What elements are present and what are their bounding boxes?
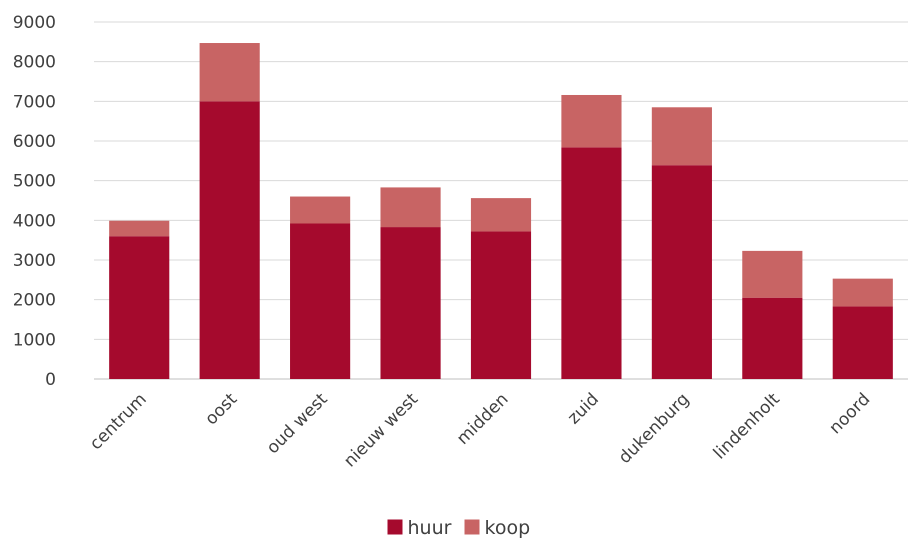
bar-huur-noord — [832, 306, 893, 379]
y-tick-label: 9000 — [13, 13, 56, 33]
x-category-label: oost — [201, 389, 241, 429]
bar-koop-centrum — [109, 220, 170, 237]
bar-huur-dukenburg — [651, 165, 712, 379]
bar-koop-midden — [470, 198, 532, 232]
y-tick-label: 8000 — [13, 53, 56, 73]
y-tick-label: 4000 — [13, 211, 56, 231]
x-category-label: centrum — [86, 389, 151, 454]
y-axis-tick-labels: 0 1000 2000 3000 4000 5000 6000 7000 8000 9000 — [13, 13, 56, 390]
y-tick-label: 0 — [45, 370, 56, 390]
x-category-label: midden — [453, 389, 512, 448]
x-category-label: zuid — [564, 389, 603, 428]
y-tick-label: 6000 — [13, 132, 56, 152]
bar-koop-zuid — [561, 94, 622, 148]
y-tick-label: 3000 — [13, 251, 56, 271]
x-category-label: dukenburg — [615, 389, 694, 468]
legend-swatch-koop — [464, 519, 480, 535]
x-category-label: nieuw west — [340, 389, 422, 471]
bar-koop-dukenburg — [651, 107, 712, 166]
legend: huur koop — [387, 517, 531, 539]
bar-huur-oost — [199, 101, 260, 379]
bar-koop-nieuw-west — [380, 187, 441, 228]
bar-huur-lindenholt — [742, 297, 803, 379]
legend-label-koop: koop — [485, 517, 531, 539]
bars — [109, 43, 893, 379]
bar-huur-oud-west — [290, 223, 351, 379]
bar-huur-zuid — [561, 147, 622, 379]
legend-swatch-huur — [387, 519, 403, 535]
x-axis-category-labels: centrum oost oud west nieuw west midden zuid d… — [86, 389, 874, 471]
y-tick-label: 5000 — [13, 172, 56, 192]
legend-label-huur: huur — [408, 517, 452, 539]
bar-huur-centrum — [109, 236, 170, 379]
bar-koop-noord — [832, 278, 893, 307]
y-tick-label: 2000 — [13, 291, 56, 311]
y-tick-label: 7000 — [13, 92, 56, 112]
x-category-label: noord — [825, 389, 874, 438]
bar-koop-lindenholt — [742, 250, 803, 298]
bar-koop-oud-west — [290, 196, 351, 224]
x-category-label: lindenholt — [710, 389, 784, 463]
bar-koop-oost — [199, 43, 260, 102]
x-category-label: oud west — [263, 389, 332, 458]
y-tick-label: 1000 — [13, 330, 56, 350]
bar-huur-nieuw-west — [380, 227, 441, 379]
bar-huur-midden — [470, 231, 532, 379]
